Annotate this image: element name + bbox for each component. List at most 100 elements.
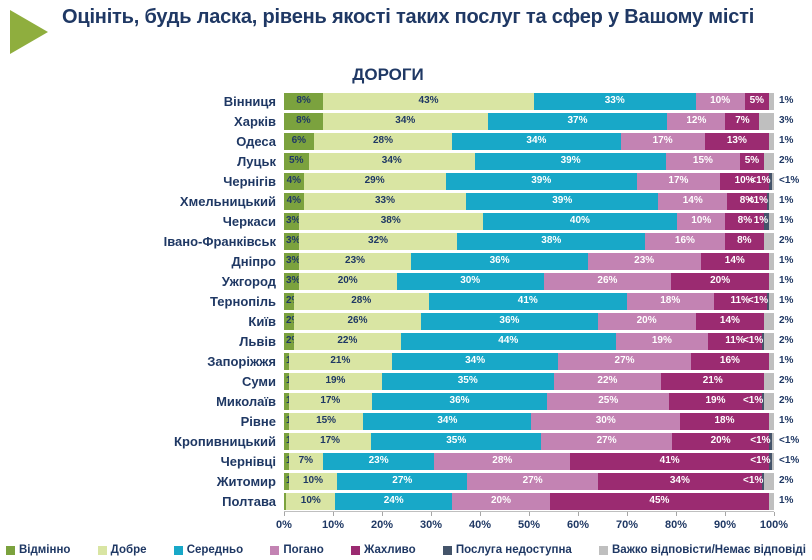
bar-row: Полтава<1%10%24%20%45%1% <box>0 491 812 511</box>
bar-segment-zhakhlyvo: 21% <box>661 372 765 390</box>
bar-segment-pohano: 30% <box>531 412 680 430</box>
bar-segment-zhakhlyvo: 10% <box>720 172 770 190</box>
segment-label-dobre: 34% <box>395 115 416 126</box>
segment-label-dobre: 29% <box>364 175 385 186</box>
segment-label-dobre: 15% <box>316 415 337 426</box>
segment-label-zhakhlyvo: 8% <box>739 195 755 206</box>
x-axis-tick <box>284 512 285 516</box>
legend-swatch-nedostupna <box>442 545 452 555</box>
bar-segment-zhakhlyvo: 8% <box>724 232 765 250</box>
bar-segment-vazhko <box>764 472 774 490</box>
bar-segment-vidminno: 2% <box>284 332 300 350</box>
legend-item-pohano: Погано <box>270 544 324 556</box>
segment-label-vidminno: 8% <box>296 115 311 126</box>
legend-item-dobre: Добре <box>97 544 147 556</box>
segment-label-seredno: 36% <box>489 255 510 266</box>
bar-row: Київ 2% 26% 36% 20% 14% 2% <box>0 311 812 331</box>
bar-segment-dobre: 28% <box>313 132 453 150</box>
bar-segment-vazhko <box>769 252 775 270</box>
segment-label-zhakhlyvo: 5% <box>744 155 760 166</box>
segment-label-pohano: 27% <box>596 435 617 446</box>
segment-label-nedostupna: <1% <box>750 435 771 446</box>
bar-segment-dobre: 23% <box>298 252 412 270</box>
segment-label-zhakhlyvo: 5% <box>749 95 765 106</box>
segment-label-seredno: 40% <box>569 215 590 226</box>
bar-segment-pohano: 22% <box>553 372 662 390</box>
bar-row: Тернопіль 2% 28% 41% 18% 11%<1% 1% <box>0 291 812 311</box>
bar-segment-zhakhlyvo: 20% <box>672 432 770 450</box>
segment-label-seredno: 44% <box>498 335 519 346</box>
segment-label-vazhko: <1% <box>779 435 800 446</box>
x-axis-tick <box>431 512 432 516</box>
segment-label-vidminno: 2% <box>286 296 300 306</box>
bar-segment-seredno: 39% <box>475 152 667 170</box>
segment-label-seredno: 39% <box>531 175 552 186</box>
bar-segment-dobre: 28% <box>293 292 429 310</box>
row-bar: <1%10%24%20%45%1% <box>284 492 793 510</box>
bar-segment-pohano: 10% <box>695 92 745 110</box>
segment-label-seredno: 30% <box>460 275 481 286</box>
legend-item-vazhko: Важко відповісти/Немає відповіді <box>599 544 806 556</box>
segment-label-vazhko: 1% <box>779 215 794 226</box>
bar-segment-pohano: 27% <box>541 432 673 450</box>
row-city-label: Суми <box>241 373 276 389</box>
segment-label-vazhko: 2% <box>779 315 794 326</box>
bar-segment-zhakhlyvo: 14% <box>695 312 765 330</box>
bar-segment-nedostupna: 1% <box>754 212 770 230</box>
x-axis-tick-label: 80% <box>664 519 688 531</box>
x-axis-tick-label: 40% <box>468 519 492 531</box>
bar-segment-nedostupna: <1% <box>750 432 772 450</box>
bar-segment-nedostupna: <1% <box>743 392 765 410</box>
x-axis-tick <box>676 512 677 516</box>
legend-label-vidminno: Відмінно <box>19 544 71 556</box>
segment-label-zhakhlyvo: 34% <box>669 475 690 486</box>
bar-segment-pohano: 14% <box>658 192 728 210</box>
bar-segment-seredno: 39% <box>466 192 659 210</box>
bar-segment-dobre: 43% <box>323 92 534 110</box>
segment-label-vazhko: 1% <box>779 495 794 506</box>
legend-label-pohano: Погано <box>283 544 324 556</box>
row-city-label: Ужгород <box>221 273 276 289</box>
segment-label-pohano: 26% <box>597 275 618 286</box>
row-bar: 4% 29% 39% 17% 10% <1% <1% <box>284 172 799 190</box>
bar-segment-seredno: 34% <box>391 352 559 370</box>
bar-segment-dobre: 7% <box>288 452 323 470</box>
bar-row: Луцьк 5% 34% 39% 15% 5% 2% <box>0 151 812 171</box>
bar-row: Вінниця 8% 43% 33% 10% 5% 1% <box>0 91 812 111</box>
x-axis-tick-label: 0% <box>276 519 292 531</box>
x-axis-tick-label: 60% <box>566 519 590 531</box>
segment-label-vazhko: 2% <box>779 155 794 166</box>
legend-swatch-vidminno <box>6 545 15 555</box>
segment-label-vidminno: 4% <box>286 175 302 186</box>
row-bar: 3% 23% 36% 23% 14% 1% <box>284 252 793 270</box>
segment-label-vazhko: 3% <box>779 115 794 126</box>
bar-segment-dobre: 32% <box>298 232 458 250</box>
segment-label-vidminno: 3% <box>286 215 301 226</box>
bar-segment-zhakhlyvo: 5% <box>744 92 770 110</box>
bar-segment-vidminno: 8% <box>284 92 324 110</box>
segment-label-zhakhlyvo: 8% <box>737 215 753 226</box>
segment-label-vidminno: 3% <box>286 255 301 266</box>
legend-item-vidminno: Відмінно <box>6 544 70 556</box>
bar-segment-vazhko <box>769 192 774 210</box>
segment-label-nedostupna: <1% <box>750 455 771 466</box>
bar-segment-nedostupna: <1% <box>748 192 770 210</box>
row-city-label: Одеса <box>236 133 276 149</box>
segment-label-seredno: 39% <box>552 195 573 206</box>
bar-segment-nedostupna: <1% <box>743 332 765 350</box>
segment-label-pohano: 19% <box>651 335 672 346</box>
segment-label-vazhko: 1% <box>779 415 794 426</box>
bar-row: Чернівці1%7%23%28%41%<1%<1% <box>0 451 812 471</box>
segment-label-zhakhlyvo: 10% <box>734 175 755 186</box>
slide-header: Оцініть, будь ласка, рівень якості таких… <box>0 0 812 61</box>
bar-segment-nedostupna: <1% <box>748 292 770 310</box>
bar-segment-vidminno: 3% <box>284 252 301 270</box>
bar-segment-pohano: 28% <box>434 452 571 470</box>
segment-label-vazhko: 1% <box>779 295 794 306</box>
segment-label-pohano: 17% <box>652 135 673 146</box>
bar-segment-pohano: 27% <box>558 352 691 370</box>
legend-label-dobre: Добре <box>110 544 147 556</box>
row-city-label: Кропивницький <box>174 433 276 449</box>
segment-label-vazhko: 1% <box>779 275 794 286</box>
segment-label-zhakhlyvo: 18% <box>714 415 735 426</box>
